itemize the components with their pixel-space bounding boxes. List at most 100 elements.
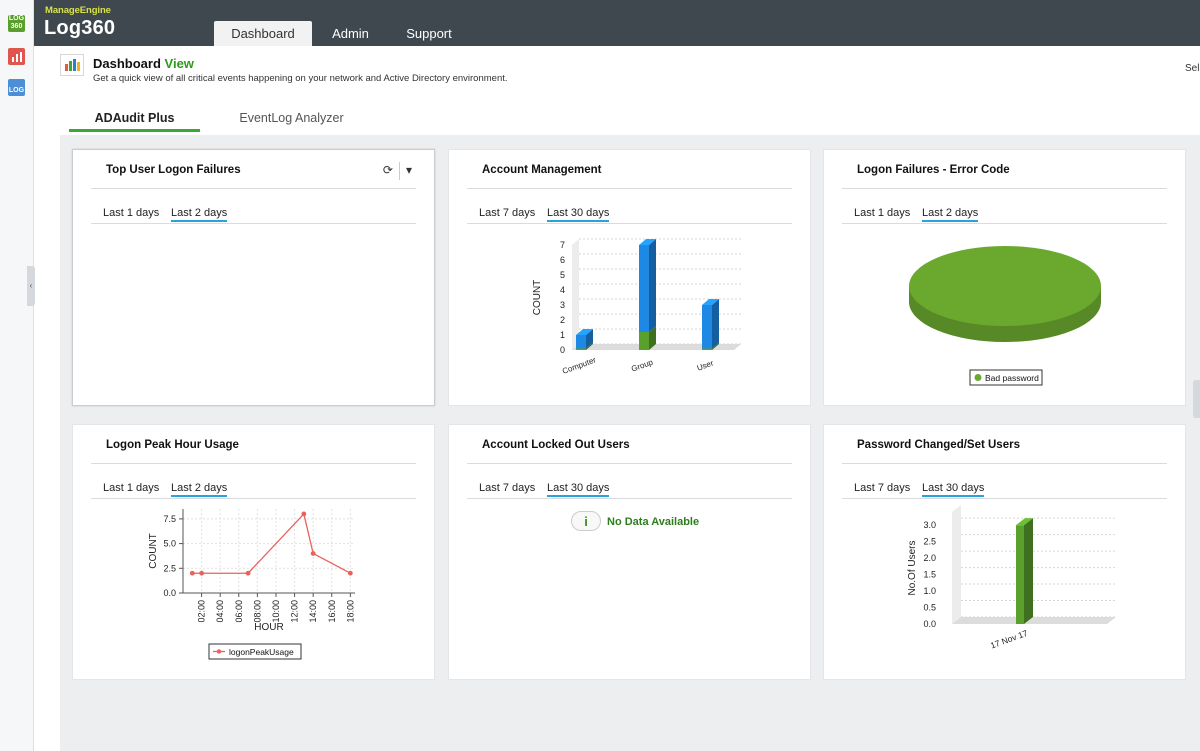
y-tick-label: 3.0 [923, 520, 936, 530]
period-divider [842, 498, 1167, 499]
period-divider [91, 498, 416, 499]
period-last-1-days[interactable]: Last 1 days [103, 482, 160, 494]
period-last-7-days[interactable]: Last 7 days [854, 482, 911, 494]
period-last-2-days[interactable]: Last 2 days [922, 207, 979, 222]
legend-box [208, 643, 302, 660]
period-last-30-days[interactable]: Last 30 days [922, 482, 985, 497]
top-bar: ManageEngine Log360 Dashboard Admin Supp… [34, 0, 1200, 46]
legend-label: Bad password [985, 373, 1039, 383]
account-management-chart: 0 1 2 3 4 5 6 7 COUNT Computer Group User [532, 238, 741, 376]
expand-right-handle[interactable] [1193, 380, 1200, 418]
x-tick-label: 04:00 [215, 600, 225, 623]
y-tick-label: 3 [560, 300, 565, 310]
log-file-icon[interactable]: LOG [8, 79, 25, 96]
y-tick-label: 1.5 [923, 570, 936, 580]
y-tick-label: 0 [560, 345, 565, 355]
period-last-7-days[interactable]: Last 7 days [479, 207, 536, 219]
info-icon: i [571, 511, 601, 531]
chart-side-wall [572, 239, 579, 350]
x-tick-label: 06:00 [234, 600, 244, 623]
bar-segment-top [576, 329, 593, 335]
data-point [301, 511, 307, 517]
widget-logon-peak-hour-usage: Logon Peak Hour Usage Last 1 days Last 2… [72, 424, 435, 680]
page-title-main: Dashboard [93, 56, 161, 71]
data-point [245, 570, 251, 576]
x-tick-label: 14:00 [308, 600, 318, 623]
title-divider [467, 463, 792, 464]
refresh-icon[interactable]: ⟳ [382, 163, 393, 178]
x-tick-label: Group [630, 357, 654, 373]
widget-account-locked-out-users: Account Locked Out Users Last 7 days Las… [448, 424, 811, 680]
title-divider [842, 188, 1167, 189]
title-divider [467, 188, 792, 189]
rail-log-label: LOG [8, 87, 25, 94]
widget-title: Account Management [482, 164, 602, 176]
widget-title: Account Locked Out Users [482, 439, 630, 451]
y-tick-label: 2.0 [923, 553, 936, 563]
y-axis-label: COUNT [532, 280, 543, 316]
bar-segment-side [586, 329, 593, 349]
bar-segment-side [712, 299, 719, 349]
bar-segment-side [712, 342, 719, 350]
dashboard-view-icon [60, 54, 84, 76]
bar-side [1024, 518, 1033, 624]
brand-vendor: ManageEngine [45, 5, 111, 16]
bar-segment-top [702, 299, 719, 305]
bar-segment [702, 348, 712, 350]
period-divider [842, 223, 1167, 224]
no-data-text: No Data Available [607, 516, 700, 528]
widget-account-management: Account Management Last 7 days Last 30 d… [448, 149, 811, 406]
title-divider [91, 188, 416, 189]
title-divider [842, 463, 1167, 464]
period-last-7-days[interactable]: Last 7 days [479, 482, 536, 494]
select-dropdown-cut[interactable]: Sel [1185, 63, 1200, 74]
x-axis-label: HOUR [254, 622, 283, 633]
collapse-rail-handle[interactable]: ‹ [27, 266, 35, 306]
brand-product[interactable]: Log360 [44, 17, 116, 39]
y-tick-label: 7.5 [163, 514, 176, 524]
x-tick-label: 16:00 [327, 600, 337, 623]
tab-dashboard[interactable]: Dashboard [214, 21, 312, 46]
period-last-30-days[interactable]: Last 30 days [547, 482, 610, 497]
logon-peak-line-chart: 0.0 2.5 5.0 7.5 02:00 04:00 06:00 08:00 10:00 12:… [148, 509, 355, 660]
legend-box [969, 369, 1043, 386]
y-tick-label: 0.5 [923, 603, 936, 613]
x-tick-label: 02:00 [197, 600, 207, 623]
report-icon[interactable] [8, 48, 25, 65]
period-last-2-days[interactable]: Last 2 days [171, 482, 228, 497]
widget-logon-failures-error-code: Logon Failures - Error Code Last 1 days … [823, 149, 1186, 406]
period-last-1-days[interactable]: Last 1 days [103, 207, 160, 219]
tab-support[interactable]: Support [406, 26, 452, 41]
caret-down-icon[interactable]: ▾ [405, 163, 412, 178]
error-code-pie-chart: Bad password [909, 246, 1101, 386]
y-tick-label: 2.5 [923, 537, 936, 547]
bar-segment-side [586, 342, 593, 350]
chart-floor [572, 344, 741, 350]
y-tick-label: 1 [560, 330, 565, 340]
bar [1016, 525, 1024, 624]
period-last-30-days[interactable]: Last 30 days [547, 207, 610, 222]
period-last-1-days[interactable]: Last 1 days [854, 207, 911, 219]
pie-slice-bad-password [909, 246, 1101, 326]
bar-segment-side [649, 326, 656, 350]
y-axis-label: COUNT [148, 533, 159, 569]
left-rail: LOG 360 LOG ‹ [0, 0, 35, 751]
bar-top [1016, 518, 1033, 526]
y-tick-label: 7 [560, 240, 565, 250]
widget-tools: ⟳ ▾ [377, 162, 412, 180]
bar-segment [639, 332, 649, 350]
data-point [189, 570, 195, 576]
subtab-eventlog-analyzer[interactable]: EventLog Analyzer [239, 111, 344, 125]
widget-title: Logon Peak Hour Usage [106, 439, 239, 451]
bar-segment [576, 348, 586, 350]
period-last-2-days[interactable]: Last 2 days [171, 207, 228, 222]
legend-marker [974, 374, 982, 381]
legend-label: logonPeakUsage [229, 647, 294, 657]
period-divider [467, 223, 792, 224]
log360-icon[interactable]: LOG 360 [8, 15, 25, 32]
tab-admin[interactable]: Admin [332, 26, 369, 41]
password-changed-chart: 0.0 0.5 1.0 1.5 2.0 2.5 3.0 No.Of Users 17 Nov 1… [907, 505, 1116, 651]
x-tick-label: 17 Nov 17 [989, 628, 1029, 651]
y-tick-label: 0.0 [163, 588, 176, 598]
subtab-adaudit-plus[interactable]: ADAudit Plus [69, 104, 200, 132]
